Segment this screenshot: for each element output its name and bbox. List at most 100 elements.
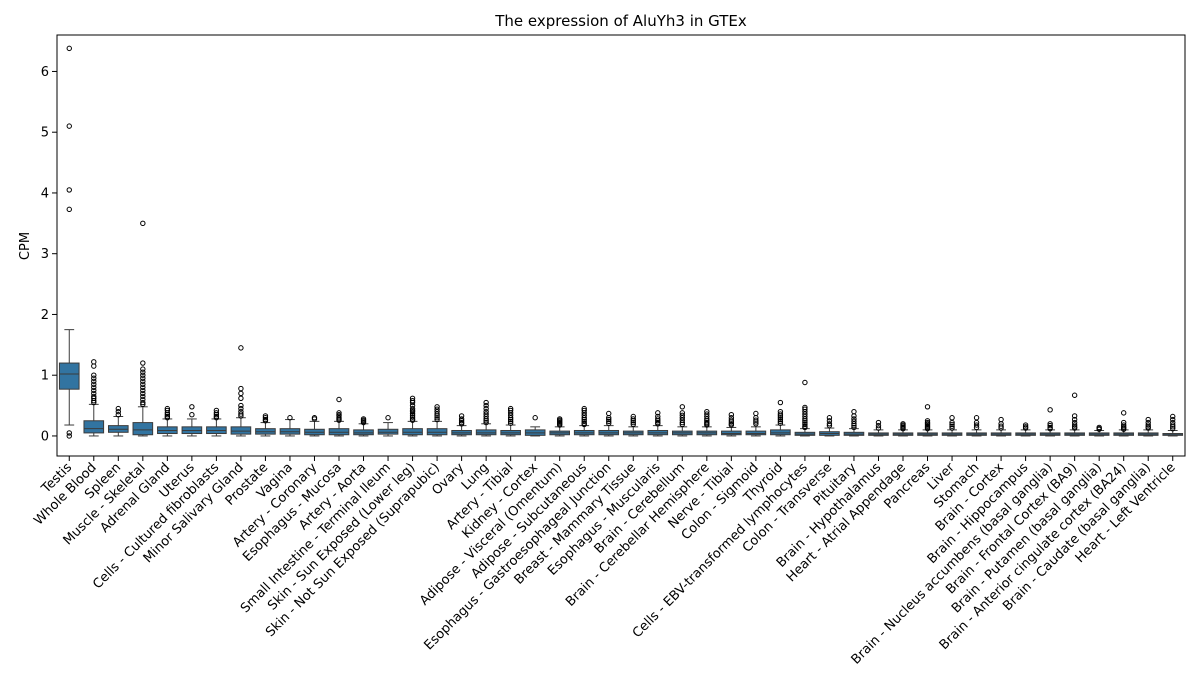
outlier-point bbox=[826, 415, 833, 421]
outlier-point bbox=[1120, 426, 1127, 432]
outlier-point bbox=[802, 379, 808, 386]
outlier-point bbox=[1145, 416, 1151, 423]
box-body bbox=[328, 428, 350, 436]
outlier-point bbox=[1170, 413, 1176, 420]
outlier-point bbox=[949, 419, 955, 426]
outlier-point bbox=[679, 419, 686, 426]
outlier-point bbox=[507, 415, 514, 421]
outlier-point bbox=[287, 415, 293, 421]
outlier-point bbox=[409, 410, 416, 417]
outlier-point bbox=[91, 378, 97, 384]
box-body bbox=[426, 428, 448, 436]
outlier-point bbox=[409, 414, 416, 420]
box-42 bbox=[1064, 392, 1085, 437]
box-19 bbox=[500, 405, 521, 437]
box-body bbox=[402, 428, 423, 436]
outlier-point bbox=[1170, 424, 1176, 430]
outlier-point bbox=[164, 415, 171, 421]
box-18 bbox=[475, 399, 497, 437]
outlier-point bbox=[704, 422, 710, 428]
outlier-point bbox=[1071, 422, 1078, 428]
y-tick-label: 1 bbox=[41, 369, 49, 384]
outlier-point bbox=[875, 425, 882, 431]
outlier-point bbox=[1022, 422, 1029, 428]
y-tick-label: 4 bbox=[41, 186, 49, 201]
outlier-point bbox=[238, 405, 244, 412]
box-body bbox=[770, 429, 791, 436]
outlier-point bbox=[91, 399, 97, 406]
outlier-point bbox=[777, 418, 784, 425]
outlier-point bbox=[140, 387, 146, 394]
outlier-point bbox=[360, 419, 367, 426]
outlier-point bbox=[115, 408, 122, 415]
box-21 bbox=[549, 416, 571, 437]
outlier-point bbox=[91, 387, 97, 394]
box-28 bbox=[721, 411, 742, 437]
outlier-point bbox=[483, 399, 489, 406]
y-axis-label: CPM bbox=[18, 232, 33, 260]
outlier-point bbox=[924, 404, 931, 410]
outlier-point bbox=[409, 417, 416, 423]
y-tick-label: 5 bbox=[41, 126, 49, 141]
box-45 bbox=[1137, 416, 1159, 437]
y-tick-label: 0 bbox=[41, 429, 49, 444]
box-24 bbox=[622, 413, 644, 437]
outlier-point bbox=[777, 416, 784, 423]
outlier-point bbox=[483, 416, 489, 422]
outlier-point bbox=[140, 390, 146, 397]
outlier-point bbox=[140, 372, 146, 378]
outlier-point bbox=[1145, 425, 1151, 431]
outlier-point bbox=[66, 45, 72, 52]
outlier-point bbox=[1170, 425, 1176, 432]
outlier-point bbox=[213, 411, 220, 418]
box-body bbox=[132, 422, 154, 436]
box-23 bbox=[598, 410, 620, 437]
box-44 bbox=[1113, 410, 1135, 437]
outlier-point bbox=[581, 421, 587, 428]
outlier-point bbox=[1071, 392, 1078, 398]
outlier-point bbox=[1145, 422, 1151, 428]
outlier-point bbox=[409, 399, 416, 406]
outlier-point bbox=[875, 419, 882, 426]
outlier-point bbox=[679, 421, 686, 428]
box-36 bbox=[917, 404, 938, 437]
outlier-point bbox=[238, 345, 244, 351]
outlier-point bbox=[115, 405, 122, 412]
outlier-point bbox=[802, 418, 808, 424]
outlier-point bbox=[949, 415, 955, 421]
outlier-point bbox=[238, 411, 244, 417]
outlier-point bbox=[458, 418, 465, 424]
outlier-point bbox=[655, 421, 661, 427]
outlier-point bbox=[753, 421, 759, 427]
box-8 bbox=[230, 345, 252, 437]
outlier-point bbox=[336, 396, 342, 403]
outlier-point bbox=[91, 384, 97, 391]
box-3 bbox=[107, 405, 129, 437]
outlier-point bbox=[140, 366, 146, 372]
box-11 bbox=[304, 415, 325, 437]
outlier-point bbox=[336, 417, 342, 423]
outlier-point bbox=[434, 411, 440, 417]
outlier-point bbox=[434, 416, 440, 423]
outlier-point bbox=[998, 416, 1004, 423]
outlier-point bbox=[949, 423, 955, 429]
outlier-point bbox=[851, 408, 857, 415]
box-10 bbox=[279, 415, 301, 437]
outlier-point bbox=[262, 418, 269, 424]
outlier-point bbox=[581, 418, 587, 425]
outlier-point bbox=[802, 424, 808, 431]
outlier-point bbox=[507, 418, 514, 425]
box-16 bbox=[426, 404, 448, 437]
outlier-point bbox=[140, 393, 146, 400]
box-5 bbox=[157, 405, 178, 437]
outlier-point bbox=[753, 417, 759, 423]
outlier-point bbox=[973, 415, 980, 421]
outlier-point bbox=[507, 420, 514, 426]
box-body bbox=[475, 429, 497, 436]
outlier-point bbox=[91, 372, 97, 378]
outlier-point bbox=[753, 410, 759, 417]
box-body bbox=[377, 428, 399, 435]
box-34 bbox=[868, 419, 889, 437]
y-tick-label: 3 bbox=[41, 247, 49, 262]
box-6 bbox=[181, 404, 203, 437]
